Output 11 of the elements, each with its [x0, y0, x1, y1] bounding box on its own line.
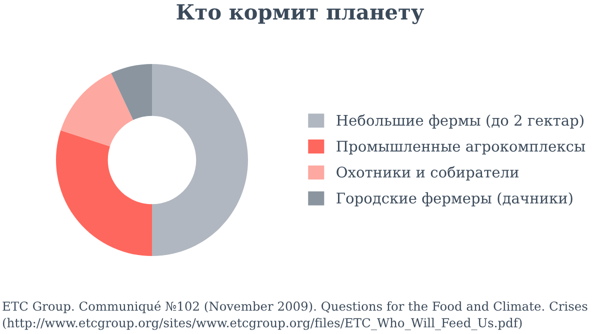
- donut-slice: [56, 130, 152, 256]
- text: (http://www.etcgroup.org/sites/www.etcgroup.org/files/ETC_Who_Will_Feed_Us.pdf): [2, 318, 522, 330]
- legend-label: Промышленные агрокомплексы: [336, 140, 586, 155]
- chart-title: Кто кормит планету: [176, 4, 424, 24]
- donut-slice: [152, 64, 248, 256]
- legend-label: Небольшие фермы (до 2 гектар): [336, 114, 584, 129]
- donut-slice: [111, 64, 152, 120]
- donut-slice: [60, 73, 134, 146]
- legend-label: Охотники и собиратели: [336, 166, 519, 180]
- legend-label: Городские фермеры (дачники): [336, 192, 572, 206]
- text: ETC Group. Communiqué №102 (November 2009). Questions for the Food and Climate. Crises: [2, 300, 588, 314]
